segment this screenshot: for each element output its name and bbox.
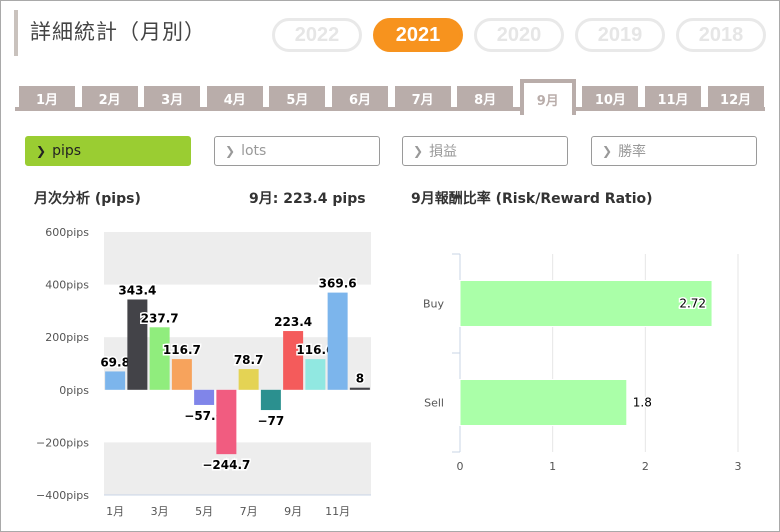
bar-4 [171,359,192,390]
y-category-label: Sell [424,397,444,410]
bar-value-label: 237.7 [141,311,179,325]
metric-button-label: 損益 [429,144,458,160]
year-button-2019[interactable]: 2019 [575,18,665,52]
bar-3 [149,327,170,390]
x-tick-label: 0 [457,460,464,473]
chevron-right-icon: ❯ [413,144,424,158]
metric-button-label: lots [241,143,267,159]
x-tick-label: 1月 [106,505,124,518]
metric-button-4[interactable]: ❯ 勝率 [591,136,757,166]
x-tick-label: 3 [735,460,742,473]
year-button-2021[interactable]: 2021 [373,18,463,52]
ratio-bar-sell [459,379,628,426]
x-tick-label: 11月 [325,505,350,518]
plot-band [104,442,371,495]
month-tab-12[interactable]: 12月 [707,86,764,111]
metric-button-label: pips [52,143,82,159]
bar-value-label: 78.7 [234,353,264,367]
month-tab-4[interactable]: 4月 [206,86,263,111]
bar-7 [238,369,259,390]
bar-value-label: 8 [356,372,364,386]
y-tick-label: 0pips [59,384,89,397]
month-tab-8[interactable]: 8月 [457,86,514,111]
monthly-chart-title: 月次分析 (pips) [34,191,141,207]
year-selector: 2022 2021 2020 2019 2018 [272,18,777,52]
selected-month-value: 9月: 223.4 pips [249,191,366,207]
bar-value-label: 116.6 [296,343,334,357]
x-tick-label: 2 [642,460,649,473]
bar-6 [216,389,237,455]
x-tick-label: 3月 [151,505,169,518]
x-tick-label: 9月 [284,505,302,518]
y-tick-label: 400pips [45,279,89,292]
year-button-2018[interactable]: 2018 [676,18,766,52]
bar-value-label: −77 [257,414,284,428]
bar-value-label: −244.7 [202,458,250,472]
ratio-bar-buy [459,280,713,327]
chevron-right-icon: ❯ [225,144,236,158]
ratio-value-label: 1.8 [633,396,652,410]
bar-2 [127,299,148,390]
ratio-value-label: 2.72 [679,297,706,311]
month-tab-1[interactable]: 1月 [19,86,75,111]
month-tab-5[interactable]: 5月 [269,86,326,111]
bar-5 [194,389,215,405]
month-tab-11[interactable]: 11月 [645,86,701,111]
bar-value-label: 69.8 [100,355,130,369]
bar-value-label: 369.6 [319,277,357,291]
month-tab-3[interactable]: 3月 [144,86,201,111]
month-tab-10[interactable]: 10月 [582,86,639,111]
monthly-pips-chart: 600pips 400pips 200pips 0pips −200pips −400pi… [36,226,371,518]
bar-1 [105,371,126,390]
page-title-wrap: 詳細統計（月別） [14,10,206,56]
chevron-right-icon: ❯ [36,144,47,158]
y-category-label: Buy [423,298,445,311]
bar-8 [260,389,281,411]
year-button-2020[interactable]: 2020 [474,18,564,52]
page-title: 詳細統計（月別） [30,20,206,44]
y-tick-label: 200pips [45,331,89,344]
bar-11 [327,292,348,390]
bar-value-label: 343.4 [118,283,156,297]
x-tick-label: 5月 [195,505,213,518]
bar-12 [349,387,370,390]
plot-band [104,232,371,285]
x-tick-label: 1 [549,460,556,473]
risk-reward-chart: 0 1 2 3 Buy 2.72 Sell 1.8 [423,253,742,473]
bar-9 [283,331,304,390]
y-tick-label: −200pips [36,436,89,449]
metric-button-1[interactable]: ❯ pips [25,136,191,166]
y-tick-label: −400pips [36,489,89,502]
chevron-right-icon: ❯ [602,144,613,158]
month-tabs: 1月 2月 3月 4月 5月 6月 7月 8月 9月 10月 11月 12月 [15,79,765,115]
month-tab-9[interactable]: 9月 [519,79,576,115]
metric-button-3[interactable]: ❯ 損益 [402,136,568,166]
bar-value-label: −57.6 [184,409,224,423]
y-tick-label: 600pips [45,226,89,239]
month-tab-6[interactable]: 6月 [332,86,388,111]
metric-button-2[interactable]: ❯ lots [214,136,380,166]
month-tab-2[interactable]: 2月 [81,86,138,111]
metric-button-label: 勝率 [618,144,647,160]
bar-value-label: 116.7 [163,343,201,357]
ratio-chart-title: 9月報酬比率 (Risk/Reward Ratio) [411,191,653,207]
bar-10 [305,359,326,390]
year-button-2022[interactable]: 2022 [272,18,362,52]
x-tick-label: 7月 [240,505,258,518]
month-tab-7[interactable]: 7月 [394,86,451,111]
bar-value-label: 223.4 [274,315,312,329]
plot-band [104,337,371,390]
